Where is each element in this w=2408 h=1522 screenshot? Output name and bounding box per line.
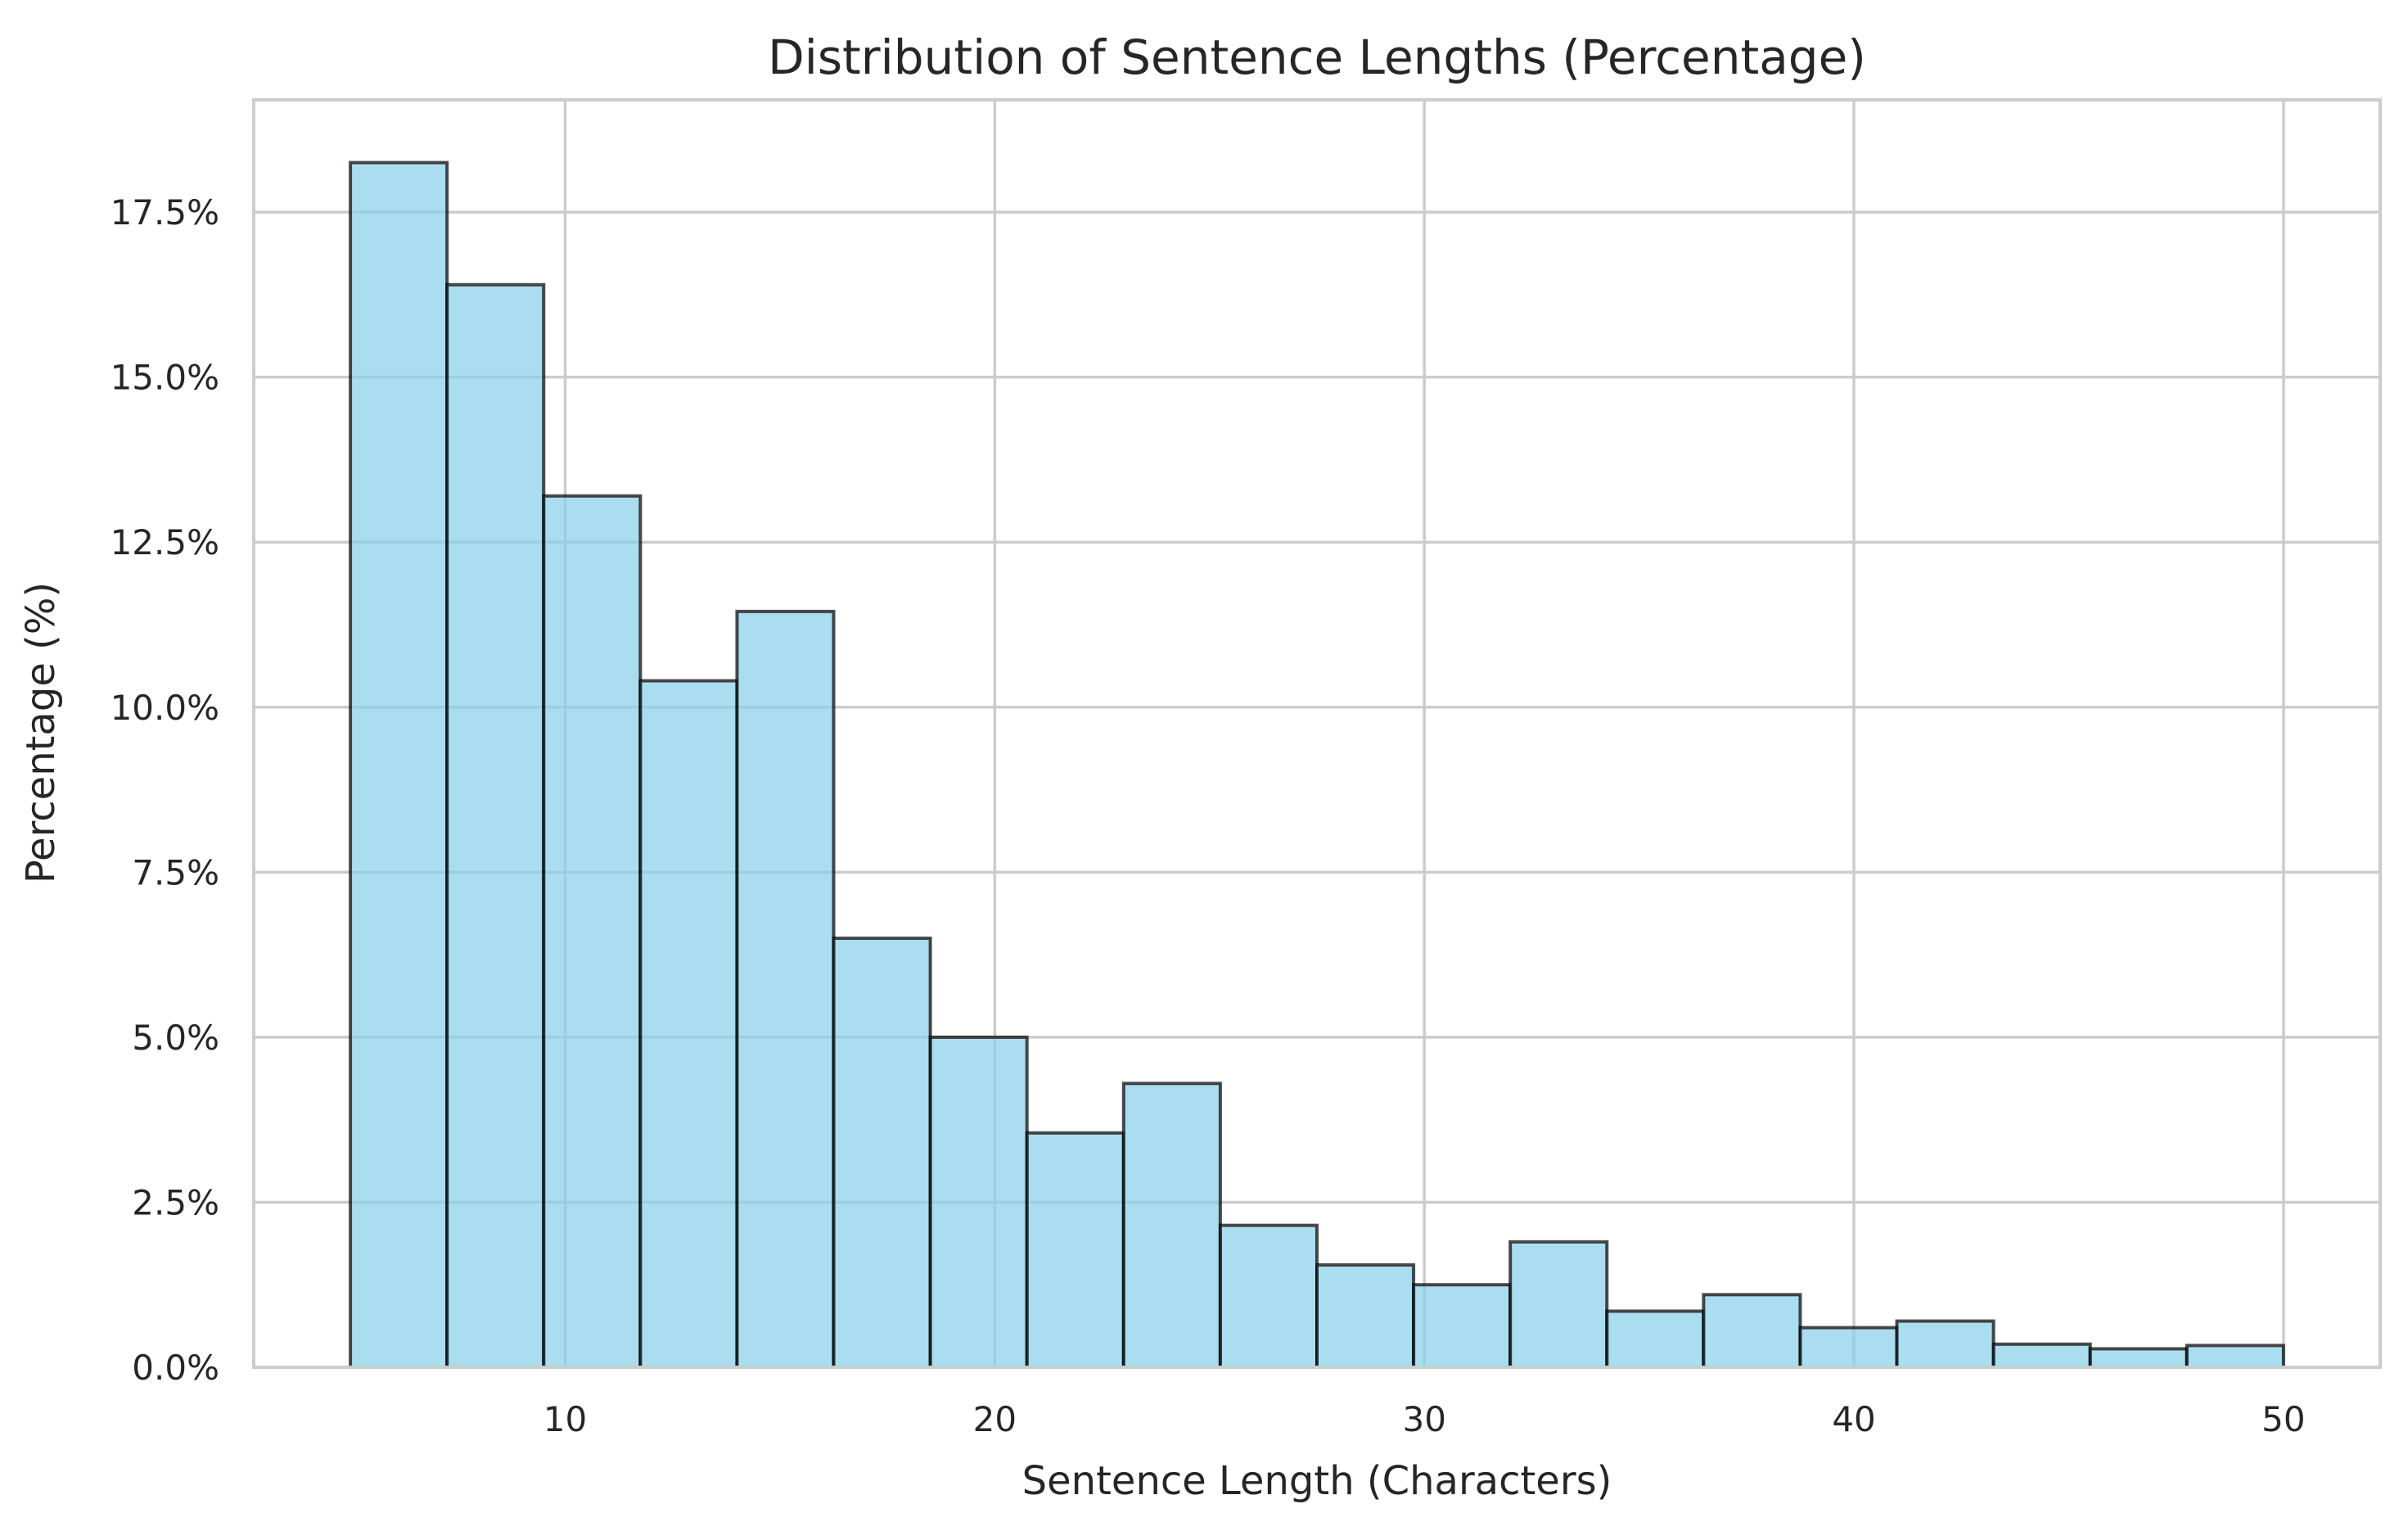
y-tick-label: 12.5% (110, 522, 219, 562)
histogram-bar (1218, 1223, 1319, 1369)
x-axis-label: Sentence Length (Characters) (1022, 1458, 1612, 1504)
plot-frame (252, 98, 2382, 1369)
histogram-bar (735, 609, 836, 1369)
chart-title: Distribution of Sentence Lengths (Percen… (768, 29, 1866, 85)
histogram-bar (1991, 1342, 2092, 1369)
histogram-bar (1798, 1326, 1899, 1369)
x-tick-label: 40 (1832, 1399, 1875, 1439)
x-tick-label: 50 (2261, 1399, 2305, 1439)
histogram-bar (542, 494, 643, 1369)
y-axis-ticks: 0.0% 2.5% 5.0% 7.5% 10.0% 12.5% 15.0% 17.5% (110, 192, 219, 1388)
y-axis-label: Percentage (%) (18, 582, 64, 883)
x-tick-label: 20 (973, 1399, 1017, 1439)
y-tick-label: 0.0% (132, 1348, 219, 1388)
histogram-bar (1025, 1131, 1125, 1369)
histogram-bar (1315, 1263, 1416, 1369)
histogram-bar (1121, 1082, 1222, 1369)
x-axis-ticks: 10 20 30 40 50 (543, 1399, 2306, 1439)
histogram-bar (1605, 1309, 1706, 1369)
histogram-bar (928, 1035, 1029, 1369)
histogram-bar (1508, 1240, 1609, 1369)
histogram-bar (2088, 1347, 2189, 1370)
histogram-bar (2185, 1344, 2285, 1370)
histogram-bar (1895, 1319, 1995, 1369)
histogram-bar (1702, 1293, 1802, 1369)
y-tick-label: 5.0% (132, 1018, 219, 1058)
histogram-bar (1412, 1283, 1513, 1369)
histogram-bar (349, 160, 449, 1369)
y-tick-label: 15.0% (110, 358, 219, 398)
x-tick-label: 30 (1402, 1399, 1445, 1439)
y-tick-label: 17.5% (110, 192, 219, 233)
x-tick-label: 10 (543, 1399, 587, 1439)
y-tick-label: 7.5% (132, 852, 219, 892)
histogram-bar (638, 679, 739, 1369)
plot-border (252, 98, 2382, 1369)
y-tick-label: 2.5% (132, 1182, 219, 1222)
y-tick-label: 10.0% (110, 688, 219, 728)
histogram-bar (832, 936, 932, 1369)
histogram-bar (445, 282, 546, 1369)
histogram-bars (349, 160, 2285, 1370)
